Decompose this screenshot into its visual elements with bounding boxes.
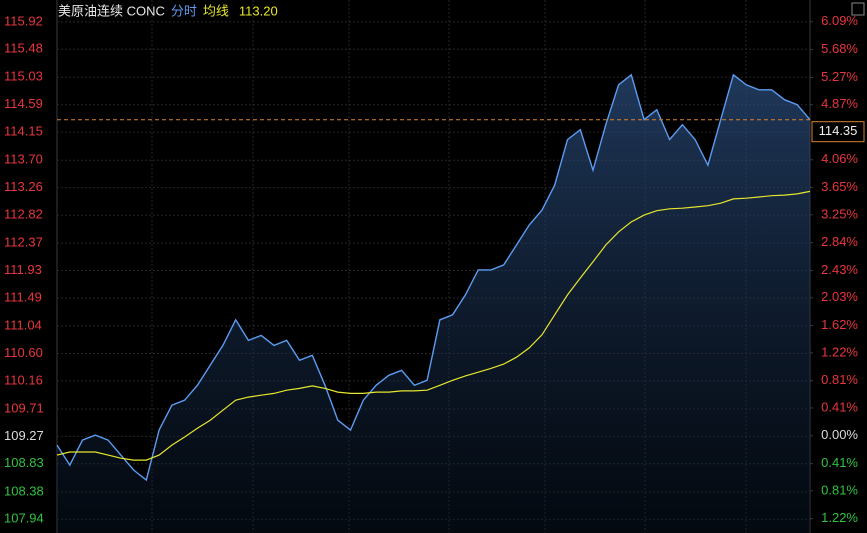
y-tick-label: 113.70 xyxy=(4,152,43,167)
y2-tick-label: 1.62% xyxy=(821,317,858,332)
y2-tick-label: 3.65% xyxy=(821,179,858,194)
y2-tick-label: 2.84% xyxy=(821,234,858,249)
y2-tick-label: 3.25% xyxy=(821,206,858,221)
y-tick-label: 115.92 xyxy=(4,13,43,28)
y-tick-label: 109.27 xyxy=(4,428,44,443)
y-tick-label: 112.37 xyxy=(4,235,43,250)
y2-tick-label: 0.41% xyxy=(821,399,858,414)
corner-icon[interactable] xyxy=(851,2,865,16)
mode-label: 分时 xyxy=(171,3,197,18)
y2-tick-label: 6.09% xyxy=(821,13,858,28)
y-tick-label: 111.93 xyxy=(4,262,42,277)
y-tick-label: 108.83 xyxy=(4,455,44,470)
avg-title: 均线 xyxy=(203,3,229,18)
y2-tick-label: 4.87% xyxy=(821,96,858,111)
y2-tick-label: 0.00% xyxy=(821,427,858,442)
y2-tick-label: 1.22% xyxy=(821,344,858,359)
y2-tick-label: 0.81% xyxy=(821,482,858,497)
y-tick-label: 114.59 xyxy=(4,96,43,111)
y-tick-label: 109.71 xyxy=(4,400,44,415)
y-tick-label: 107.94 xyxy=(4,511,44,526)
chart-title: 美原油连续 CONC xyxy=(58,3,165,18)
y2-tick-label: 1.22% xyxy=(821,510,858,525)
avg-value: 113.20 xyxy=(239,3,278,18)
y2-tick-label: 2.03% xyxy=(821,289,858,304)
y-tick-label: 115.48 xyxy=(4,41,43,56)
price-line xyxy=(56,73,811,482)
y-tick-label: 114.15 xyxy=(4,124,43,139)
current-price-label: 114.35 xyxy=(819,123,858,138)
y2-tick-label: 5.68% xyxy=(821,41,858,56)
y-tick-label: 108.38 xyxy=(4,483,44,498)
y-tick-label: 113.26 xyxy=(4,179,43,194)
y2-tick-label: 0.41% xyxy=(821,455,858,470)
price-area xyxy=(57,74,810,533)
avg-line xyxy=(56,190,811,461)
y2-tick-label: 5.27% xyxy=(821,69,858,84)
y2-tick-label: 0.81% xyxy=(821,372,858,387)
y2-tick-label: 2.43% xyxy=(821,262,858,277)
y2-tick-label: 4.06% xyxy=(821,151,858,166)
y-tick-label: 111.49 xyxy=(4,289,42,304)
y-tick-label: 112.82 xyxy=(4,207,43,222)
y-tick-label: 111.04 xyxy=(4,317,42,332)
current-price-box xyxy=(811,121,865,143)
y-tick-label: 115.03 xyxy=(4,69,43,84)
y-tick-label: 110.60 xyxy=(4,345,43,360)
y-tick-label: 110.16 xyxy=(4,372,43,387)
